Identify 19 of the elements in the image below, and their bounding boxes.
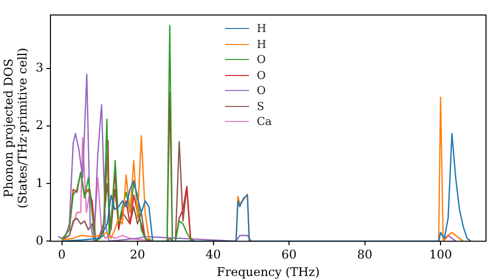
x-tick-label: 0 bbox=[58, 248, 66, 262]
y-axis-title: Phonon projected DOS (States/THz·primitive cell) bbox=[1, 48, 30, 208]
legend-label: O bbox=[256, 83, 266, 98]
legend-label: H bbox=[256, 36, 266, 52]
legend-label: S bbox=[256, 98, 264, 114]
legend-label: H bbox=[256, 21, 266, 36]
x-tick-label: 40 bbox=[206, 248, 221, 262]
y-tick-label: 0 bbox=[36, 233, 44, 248]
x-tick-label: 80 bbox=[357, 248, 372, 262]
legend-label: O bbox=[256, 52, 266, 68]
x-tick-label: 60 bbox=[281, 248, 297, 262]
x-tick-label: 100 bbox=[429, 248, 452, 262]
x-axis-title: Frequency (THz) bbox=[216, 264, 320, 279]
y-tick-label: 1 bbox=[36, 176, 44, 190]
y-tick-label: 2 bbox=[36, 118, 44, 132]
x-tick-label: 20 bbox=[130, 248, 146, 262]
legend-label: O bbox=[256, 68, 266, 83]
y-tick-label: 3 bbox=[36, 60, 44, 75]
legend-label: Ca bbox=[256, 114, 272, 130]
